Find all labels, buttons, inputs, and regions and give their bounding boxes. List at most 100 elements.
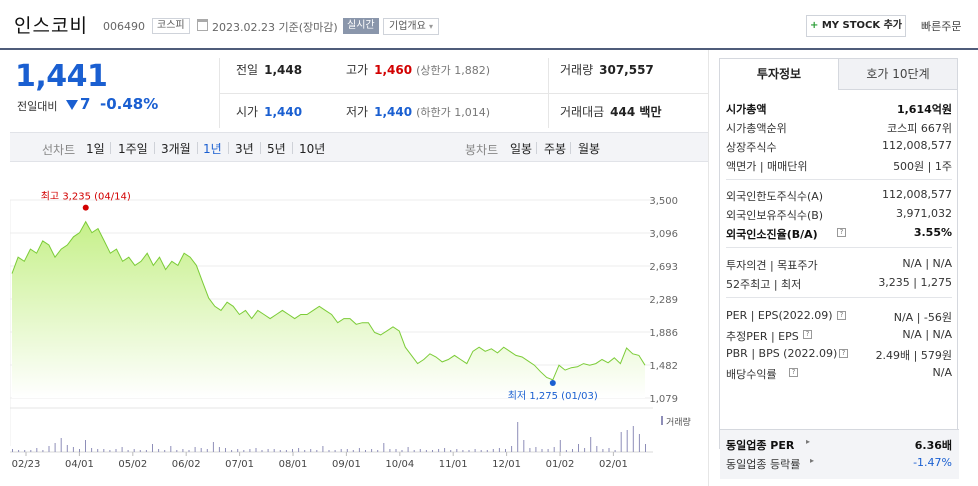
period-1d[interactable]: 1일 bbox=[86, 142, 105, 156]
stat-label: 거래대금 bbox=[560, 105, 605, 119]
x-tick-label: 08/01 bbox=[279, 459, 308, 470]
volume-bar bbox=[645, 444, 646, 452]
add-mystock-button[interactable]: + MY STOCK 추가 bbox=[806, 15, 906, 37]
chevron-right-icon: ▸ bbox=[806, 437, 811, 446]
volume-bar bbox=[255, 448, 257, 452]
help-icon[interactable]: ? bbox=[803, 330, 812, 339]
y-tick-label: 2,289 bbox=[649, 295, 678, 306]
volume-bar bbox=[139, 450, 141, 452]
volume-bar bbox=[578, 444, 579, 452]
volume-bar bbox=[511, 446, 513, 452]
period-1y[interactable]: 1년 bbox=[203, 142, 222, 156]
stat-label: 거래량 bbox=[560, 63, 594, 77]
volume-bar bbox=[206, 449, 208, 452]
x-tick-label: 10/04 bbox=[385, 459, 414, 470]
help-icon[interactable]: ? bbox=[789, 368, 798, 377]
period-5y[interactable]: 5년 bbox=[267, 142, 286, 156]
stat-sub: (하한가 1,014) bbox=[416, 106, 490, 119]
industry-section bbox=[720, 429, 959, 479]
volume-bar bbox=[438, 449, 440, 452]
help-icon[interactable]: ? bbox=[839, 349, 848, 358]
row-industry-per: 동일업종 PER ▸ 6.36배 bbox=[726, 435, 952, 453]
volume-bar bbox=[36, 448, 38, 452]
volume-bar bbox=[30, 450, 32, 452]
volume-bar bbox=[419, 449, 421, 452]
row-label: 시가총액순위 bbox=[726, 122, 787, 135]
price-line bbox=[11, 220, 646, 381]
realtime-badge[interactable]: 실시간 bbox=[343, 18, 379, 34]
divider bbox=[219, 93, 708, 94]
volume-bar bbox=[243, 450, 245, 452]
stat-value: 307,557 bbox=[599, 63, 654, 77]
volume-bar bbox=[121, 447, 123, 452]
x-tick-label: 02/01 bbox=[599, 459, 628, 470]
period-3m[interactable]: 3개월 bbox=[161, 142, 191, 156]
price-chart[interactable]: 3,500 3,096 2,693 2,289 1,886 1,482 1,079 거래량 … bbox=[10, 176, 708, 476]
stat-value: 1,440 bbox=[264, 105, 303, 119]
y-tick-label: 1,886 bbox=[649, 328, 678, 339]
current-price: 1,441 bbox=[15, 59, 108, 94]
row-52w-range: 52주최고 | 최저 3,235 | 1,275 bbox=[726, 274, 952, 292]
volume-bar bbox=[158, 449, 160, 452]
stat-value: 444 백만 bbox=[610, 105, 662, 119]
help-icon[interactable]: ? bbox=[837, 311, 846, 320]
period-1w[interactable]: 1주일 bbox=[118, 142, 148, 156]
volume-bar bbox=[54, 443, 56, 452]
high-marker bbox=[82, 204, 89, 211]
volume-bar bbox=[194, 447, 196, 452]
volume-bar bbox=[572, 449, 573, 452]
row-label: 외국인한도주식수(A) bbox=[726, 190, 824, 203]
x-tick-label: 01/02 bbox=[546, 459, 575, 470]
volume-bar bbox=[590, 437, 592, 452]
row-opinion-target: 투자의견 | 목표주가 N/A | N/A bbox=[726, 255, 952, 273]
tab-order-book[interactable]: 호가 10단계 bbox=[838, 58, 958, 90]
row-label: 상장주식수 bbox=[726, 141, 777, 154]
volume-legend-mark bbox=[661, 416, 663, 425]
help-icon[interactable]: ? bbox=[837, 228, 846, 237]
chart-period-bar: 선차트 1일 1주일 3개월 1년 3년 5년 10년 봉차트 일봉 주봉 월봉 bbox=[10, 132, 708, 162]
stock-header: 인스코비 006490 코스피 2023.02.23 기준(장마감) 실시간 기… bbox=[0, 0, 978, 50]
volume-bar bbox=[85, 440, 86, 452]
volume-bar bbox=[456, 449, 458, 452]
market-badge: 코스피 bbox=[152, 18, 190, 34]
volume-bar bbox=[486, 450, 488, 452]
volume-bar bbox=[352, 450, 354, 452]
quick-order-link[interactable]: 빠른주문 bbox=[921, 20, 962, 33]
row-label: 액면가 | 매매단위 bbox=[726, 160, 808, 173]
candle-monthly[interactable]: 월봉 bbox=[578, 142, 601, 156]
company-overview-label: 기업개요 bbox=[389, 21, 426, 32]
volume-bar bbox=[188, 450, 190, 452]
volume-bar bbox=[346, 449, 348, 452]
volume-label: 거래량 bbox=[666, 416, 691, 428]
row-value: 2.49배 | 579원 bbox=[875, 349, 952, 362]
volume-bar bbox=[72, 447, 74, 452]
candle-daily[interactable]: 일봉 bbox=[510, 142, 533, 156]
volume-bar bbox=[316, 450, 318, 452]
x-tick-label: 11/01 bbox=[439, 459, 468, 470]
x-tick-label: 06/02 bbox=[172, 459, 201, 470]
volume-bar bbox=[608, 448, 610, 452]
stat-value: 1,448 bbox=[264, 63, 303, 77]
period-3y[interactable]: 3년 bbox=[235, 142, 254, 156]
row-foreign-limit: 외국인한도주식수(A) 112,008,577 bbox=[726, 186, 952, 204]
candle-weekly[interactable]: 주봉 bbox=[544, 142, 567, 156]
separator bbox=[292, 142, 293, 154]
row-market-cap: 시가총액 1,614억원 bbox=[726, 99, 952, 117]
volume-bar bbox=[322, 446, 324, 452]
company-overview-dropdown[interactable]: 기업개요 ▾ bbox=[383, 18, 440, 35]
row-value: N/A | N/A bbox=[902, 328, 952, 341]
volume-bar bbox=[103, 449, 105, 452]
period-10y[interactable]: 10년 bbox=[299, 142, 326, 156]
volume-bar bbox=[127, 450, 129, 452]
volume-bar bbox=[91, 448, 93, 452]
divider bbox=[726, 297, 952, 298]
info-tabs: 투자정보 호가 10단계 bbox=[719, 58, 958, 90]
row-value: N/A | N/A bbox=[902, 257, 952, 270]
price-change-percent: -0.48% bbox=[100, 95, 159, 113]
tab-investment-info[interactable]: 투자정보 bbox=[719, 58, 839, 90]
row-label: 배당수익률 bbox=[726, 368, 777, 381]
volume-bar bbox=[42, 450, 44, 452]
volume-bar bbox=[279, 450, 281, 452]
volume-bar bbox=[401, 450, 403, 452]
